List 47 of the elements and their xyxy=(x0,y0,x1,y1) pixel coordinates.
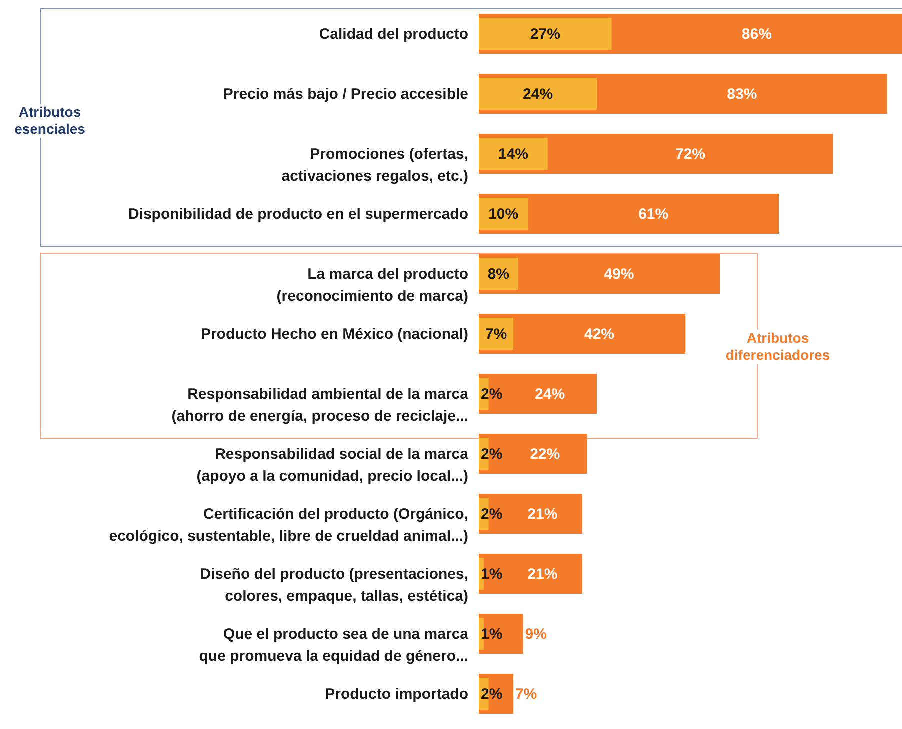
text: Atributos esenciales xyxy=(0,104,100,138)
bar xyxy=(479,494,582,534)
data-label: 1% xyxy=(481,566,503,583)
data-label: 21% xyxy=(528,506,558,523)
data-label: 42% xyxy=(584,326,615,343)
data-label: 10% xyxy=(488,206,519,223)
data-label: 8% xyxy=(488,266,510,283)
y-tick-label: Responsabilidad ambiental de la marca (ahorro de energía, proceso de reciclaje... xyxy=(172,386,470,425)
y-tick-label: Certificación del producto (Orgánico, ecológico, sustentable, libre de crueldad animal...) xyxy=(109,506,468,545)
bar xyxy=(479,138,548,170)
data-label: 86% xyxy=(742,26,772,43)
data-label: 7% xyxy=(515,686,538,703)
data-label: 49% xyxy=(604,266,634,283)
y-tick-label: Que el producto sea de una marca que promueva la equidad de género... xyxy=(199,626,470,665)
annotation: Atributos diferenciadores xyxy=(716,330,840,364)
data-label: 2% xyxy=(481,386,503,403)
data-label: 24% xyxy=(535,386,566,403)
y-tick-label: Disponibilidad de producto en el supermercado xyxy=(128,206,468,223)
data-label: 7% xyxy=(485,326,508,343)
bar xyxy=(479,374,598,414)
data-label: 14% xyxy=(498,146,528,163)
y-tick-label: Promociones (ofertas, activaciones regalos, etc.) xyxy=(282,146,468,185)
bar xyxy=(479,618,484,650)
data-label: 21% xyxy=(528,566,558,583)
data-label: 83% xyxy=(727,86,758,103)
data-label: 61% xyxy=(638,206,669,223)
y-tick-label: La marca del producto (reconocimiento de marca) xyxy=(276,266,469,305)
bar xyxy=(479,78,598,110)
y-tick-label: Precio más bajo / Precio accesible xyxy=(223,86,468,103)
y-tick-label: Calidad del producto xyxy=(319,26,468,43)
bar xyxy=(479,434,588,474)
y-tick-label: Responsabilidad social de la marca (apoyo a la comunidad, precio local...) xyxy=(196,446,470,485)
data-label: 22% xyxy=(530,446,560,463)
data-label: 1% xyxy=(481,626,503,643)
data-label: 27% xyxy=(530,26,560,43)
bar xyxy=(479,558,484,590)
data-label: 72% xyxy=(675,146,706,163)
bar xyxy=(479,554,582,594)
data-label: 2% xyxy=(481,446,503,463)
y-tick-label: Diseño del producto (presentaciones, colores, empaque, tallas, estética) xyxy=(200,566,468,605)
y-tick-label: Producto Hecho en México (nacional) xyxy=(200,326,468,343)
y-tick-label: Producto importado xyxy=(325,686,468,703)
data-label: 2% xyxy=(481,506,503,523)
bar xyxy=(479,18,612,50)
data-label: 2% xyxy=(481,686,503,703)
data-label: 9% xyxy=(525,626,547,643)
data-label: 24% xyxy=(523,86,554,103)
